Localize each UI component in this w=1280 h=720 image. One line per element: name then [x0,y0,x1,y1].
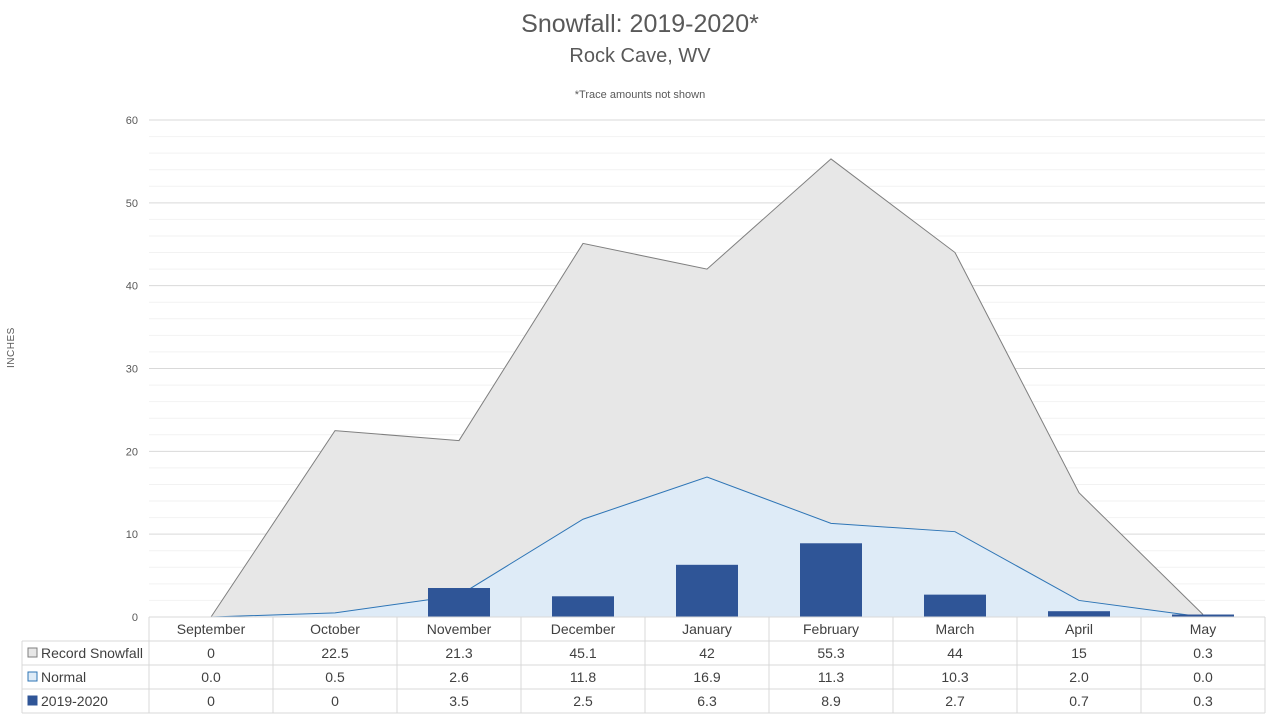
x-category-label: February [803,621,859,637]
data-label: 21.3 [445,645,472,661]
area-record-snowfall [211,158,1203,617]
data-label: 22.5 [321,645,348,661]
data-label: 0.7 [1069,693,1089,709]
y-tick-label: 20 [126,446,138,458]
data-label: 11.8 [570,669,596,685]
data-label: 44 [947,645,963,661]
y-tick-label: 10 [126,529,138,541]
x-category-label: March [936,621,975,637]
data-label: 2.0 [1069,669,1089,685]
x-category-label: May [1190,621,1216,637]
data-label: 16.9 [693,669,720,685]
data-label: 2.6 [449,669,469,685]
bar-2019-2020 [800,543,862,617]
x-category-label: January [682,621,732,637]
y-tick-label: 40 [126,281,138,293]
bar-2019-2020 [1172,614,1234,617]
legend-key [27,671,38,682]
bar-2019-2020 [924,594,986,617]
chart-title: Snowfall: 2019-2020* [521,10,759,38]
data-label: 11.3 [818,669,844,685]
data-label: 0.0 [201,669,221,685]
data-label: 0.3 [1193,693,1213,709]
y-tick-label: 60 [126,115,138,127]
y-tick-label: 30 [126,364,138,376]
chart-note: *Trace amounts not shown [574,89,706,101]
data-label: 42 [699,645,715,661]
bar-2019-2020 [428,588,490,617]
data-label: 0 [207,693,215,709]
x-category-label: December [551,621,616,637]
y-tick-label: 0 [132,612,138,624]
legend-label: Record Snowfall [41,645,143,661]
bar-2019-2020 [676,564,738,617]
legend-label: Normal [41,669,86,685]
area-normal [211,477,1203,617]
x-category-label: November [427,621,492,637]
chart-subtitle: Rock Cave, WV [569,45,711,67]
data-label: 2.7 [945,693,965,709]
data-label: 0.3 [1193,645,1213,661]
legend-key [27,647,38,658]
legend-label: 2019-2020 [41,693,108,709]
data-label: 6.3 [697,693,717,709]
bar-2019-2020 [1048,611,1110,617]
legend-key [27,695,38,706]
x-category-label: September [177,621,246,637]
data-label: 0 [207,645,215,661]
bar-2019-2020 [552,596,614,617]
y-tick-label: 50 [126,198,138,210]
data-label: 15 [1071,645,1087,661]
x-category-label: October [310,621,360,637]
data-label: 55.3 [817,645,844,661]
data-label: 0.5 [325,669,345,685]
line-record-snowfall [210,158,1204,618]
data-label: 3.5 [449,693,469,709]
data-label: 8.9 [821,693,841,709]
data-label: 45.1 [569,645,596,661]
data-label: 0 [331,693,339,709]
line-normal [210,476,1204,618]
data-label: 2.5 [573,693,593,709]
x-category-label: April [1065,621,1093,637]
data-label: 0.0 [1193,669,1213,685]
data-label: 10.3 [941,669,968,685]
